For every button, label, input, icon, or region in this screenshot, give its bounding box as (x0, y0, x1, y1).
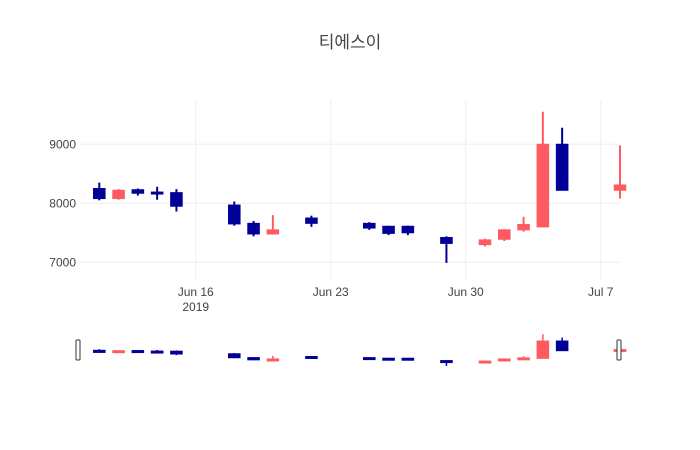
candle (247, 220, 260, 237)
x-tick-label: Jun 16 (178, 285, 214, 299)
x-tick-label: Jul 7 (588, 285, 614, 299)
candle-body (498, 229, 511, 240)
slider-candle-body (517, 357, 530, 361)
candle-body (478, 239, 492, 246)
slider-candle (228, 353, 241, 359)
slider-candle-body (228, 353, 241, 359)
slider-candle (536, 334, 550, 359)
slider-candle (382, 357, 395, 361)
slider-candle (305, 355, 318, 359)
x-tick-label: Jun 30 (448, 285, 484, 299)
slider-candle (498, 358, 511, 362)
slider-candle-body (363, 357, 376, 361)
candle (382, 225, 395, 236)
grid-lines (80, 100, 620, 280)
candle (228, 201, 241, 226)
slider-candle-body (555, 340, 569, 352)
slider-candle-body (536, 340, 550, 359)
slider-candle (363, 357, 376, 361)
y-axis: 7000 8000 9000 (49, 137, 76, 269)
slider-candle (93, 349, 106, 353)
candle-body (266, 229, 280, 235)
candle-body (150, 191, 164, 195)
candle-body (247, 222, 260, 235)
candle-body (440, 237, 453, 244)
slider-candle-body (247, 357, 260, 361)
slider-candle (555, 337, 569, 352)
slider-candle-body (478, 360, 492, 364)
slider-candle (478, 360, 492, 364)
slider-candle (170, 350, 183, 356)
candle (478, 238, 492, 247)
slider-candle-body (305, 355, 318, 359)
candles (93, 111, 627, 263)
slider-candle (401, 357, 415, 361)
candle-body (401, 225, 415, 234)
candle (555, 127, 569, 191)
slider-candle-body (131, 350, 145, 354)
candle (131, 188, 145, 196)
candle-body (363, 222, 376, 229)
candle (401, 225, 415, 236)
candle-body (536, 143, 550, 228)
candle-body (228, 204, 241, 225)
y-tick-label: 7000 (49, 255, 76, 269)
x-tick-sublabel: 2019 (182, 300, 209, 314)
y-tick-label: 8000 (49, 196, 76, 210)
slider-candle-body (266, 358, 280, 362)
candle-body (555, 143, 569, 191)
slider-candle (112, 350, 125, 354)
candle-body (517, 224, 530, 231)
range-slider-right-handle[interactable] (616, 339, 622, 361)
range-slider[interactable] (75, 334, 627, 366)
candle-body (613, 184, 627, 191)
slider-candle (150, 349, 164, 354)
candle (266, 215, 280, 235)
slider-candle-body (440, 360, 453, 364)
candle-body (93, 188, 106, 200)
slider-candle (131, 350, 145, 354)
slider-candle (517, 356, 530, 361)
candle (613, 145, 627, 199)
slider-candle-body (498, 358, 511, 362)
slider-candle (247, 357, 260, 361)
chart-title: 티에스이 (319, 33, 382, 53)
candle (517, 216, 530, 232)
slider-candle-body (112, 350, 125, 354)
candle (170, 189, 183, 212)
slider-candle-body (150, 350, 164, 354)
candle-body (170, 192, 183, 207)
slider-candle (266, 355, 280, 362)
candle (305, 215, 318, 227)
candle (536, 111, 550, 228)
candle (363, 222, 376, 230)
slider-candle-body (382, 357, 395, 361)
candle (112, 189, 125, 200)
candle-body (305, 217, 318, 224)
range-slider-left-handle[interactable] (75, 339, 81, 361)
x-tick-label: Jun 23 (313, 285, 349, 299)
candle-body (112, 189, 125, 200)
candle-body (131, 189, 145, 194)
candle (440, 236, 453, 263)
y-tick-label: 9000 (49, 137, 76, 151)
slider-candle (440, 360, 453, 366)
candle (93, 182, 106, 201)
slider-candle-body (93, 349, 106, 353)
candle (498, 229, 511, 242)
candle (150, 186, 164, 200)
slider-candle-body (170, 350, 183, 355)
candle-body (382, 225, 395, 234)
slider-candle-body (401, 357, 415, 361)
